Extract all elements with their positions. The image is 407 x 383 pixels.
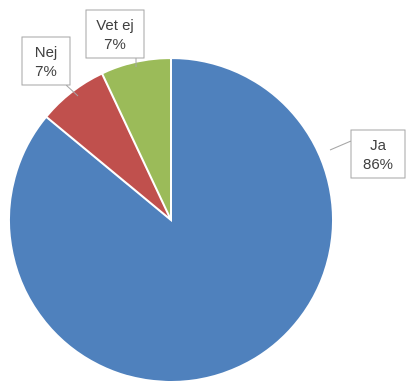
callout-ja: Ja 86% (329, 129, 406, 179)
slice-category-label: Nej (35, 44, 58, 61)
slice-percentage-label: 7% (35, 63, 57, 80)
slice-category-label: Vet ej (96, 17, 134, 34)
callout-box (21, 36, 71, 86)
data-labels: Ja 86% Nej 7% Vet ej 7% (21, 9, 406, 179)
callout-box (85, 9, 145, 59)
slice-category-label: Ja (370, 137, 387, 154)
callout-leader-line (329, 140, 352, 151)
callout-nej: Nej 7% (21, 36, 79, 97)
callout-box (350, 129, 406, 179)
slice-percentage-label: 7% (104, 36, 126, 53)
pie-slices (8, 56, 334, 383)
callout-vet-ej: Vet ej 7% (85, 9, 145, 67)
slice-percentage-label: 86% (363, 156, 393, 173)
callout-leader-line (65, 84, 79, 97)
